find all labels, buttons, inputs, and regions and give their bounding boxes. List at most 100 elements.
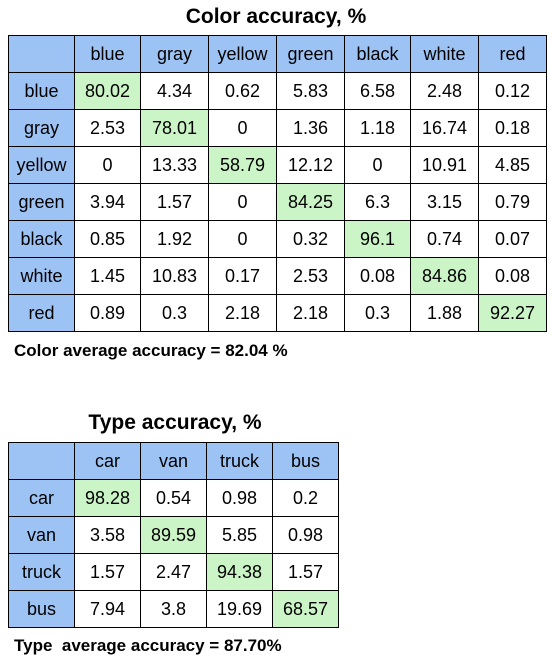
color-value-cell: 10.83	[140, 257, 209, 295]
color-value-cell: 6.3	[344, 183, 411, 221]
color-table-row: blue 80.02 4.34 0.62 5.83 6.58 2.48 0.12	[8, 72, 547, 110]
color-table-row: red 0.89 0.3 2.18 2.18 0.3 1.88 92.27	[8, 294, 547, 332]
type-diagonal-cell: 68.57	[272, 590, 339, 628]
color-value-cell: 0.07	[478, 220, 547, 258]
color-value-cell: 0	[208, 220, 277, 258]
color-value-cell: 0.32	[276, 220, 345, 258]
color-row-header: black	[8, 220, 75, 258]
type-value-cell: 2.47	[140, 553, 207, 591]
color-value-cell: 0	[74, 146, 141, 184]
color-diagonal-cell: 80.02	[74, 72, 141, 110]
color-corner-cell	[8, 35, 75, 73]
color-value-cell: 1.92	[140, 220, 209, 258]
type-diagonal-cell: 94.38	[206, 553, 273, 591]
type-column-header: bus	[272, 442, 339, 480]
color-value-cell: 16.74	[410, 109, 479, 147]
type-column-header: car	[74, 442, 141, 480]
color-value-cell: 0.62	[208, 72, 277, 110]
color-column-header: red	[478, 35, 547, 73]
color-column-header: blue	[74, 35, 141, 73]
color-table-row: white 1.45 10.83 0.17 2.53 0.08 84.86 0.08	[8, 257, 547, 295]
color-diagonal-cell: 84.86	[410, 257, 479, 295]
color-column-header: yellow	[208, 35, 277, 73]
color-diagonal-cell: 84.25	[276, 183, 345, 221]
color-row-header: gray	[8, 109, 75, 147]
color-value-cell: 3.15	[410, 183, 479, 221]
color-diagonal-cell: 92.27	[478, 294, 547, 332]
type-row-header: bus	[8, 590, 75, 628]
type-column-header: van	[140, 442, 207, 480]
color-header-row: blue gray yellow green black white red	[8, 35, 547, 73]
color-value-cell: 0.3	[344, 294, 411, 332]
color-diagonal-cell: 78.01	[140, 109, 209, 147]
color-value-cell: 2.18	[276, 294, 345, 332]
color-value-cell: 0.74	[410, 220, 479, 258]
color-value-cell: 0.08	[478, 257, 547, 295]
type-value-cell: 0.98	[206, 479, 273, 517]
color-row-header: blue	[8, 72, 75, 110]
color-table-row: yellow 0 13.33 58.79 12.12 0 10.91 4.85	[8, 146, 547, 184]
color-value-cell: 3.94	[74, 183, 141, 221]
color-table-row: gray 2.53 78.01 0 1.36 1.18 16.74 0.18	[8, 109, 547, 147]
type-value-cell: 0.54	[140, 479, 207, 517]
color-value-cell: 0.79	[478, 183, 547, 221]
type-value-cell: 1.57	[74, 553, 141, 591]
type-value-cell: 5.85	[206, 516, 273, 554]
color-value-cell: 6.58	[344, 72, 411, 110]
color-value-cell: 2.18	[208, 294, 277, 332]
color-value-cell: 0	[208, 109, 277, 147]
type-row-header: car	[8, 479, 75, 517]
color-value-cell: 0.17	[208, 257, 277, 295]
color-column-header: white	[410, 35, 479, 73]
color-value-cell: 1.18	[344, 109, 411, 147]
color-value-cell: 5.83	[276, 72, 345, 110]
type-value-cell: 3.8	[140, 590, 207, 628]
type-diagonal-cell: 98.28	[74, 479, 141, 517]
color-table-title: Color accuracy, %	[185, 5, 367, 28]
color-value-cell: 0	[208, 183, 277, 221]
color-value-cell: 13.33	[140, 146, 209, 184]
type-value-cell: 0.98	[272, 516, 339, 554]
type-table-row: van 3.58 89.59 5.85 0.98	[8, 516, 339, 554]
type-confusion-table: car van truck bus car 98.28 0.54 0.98 0.2 van 3.58…	[8, 442, 339, 628]
color-row-header: yellow	[8, 146, 75, 184]
type-row-header: van	[8, 516, 75, 554]
color-value-cell: 0.3	[140, 294, 209, 332]
type-header-row: car van truck bus	[8, 442, 339, 480]
color-column-header: green	[276, 35, 345, 73]
type-table-title: Type accuracy, %	[88, 411, 262, 434]
type-table-row: bus 7.94 3.8 19.69 68.57	[8, 590, 339, 628]
color-value-cell: 2.53	[276, 257, 345, 295]
type-corner-cell	[8, 442, 75, 480]
color-value-cell: 0.89	[74, 294, 141, 332]
color-value-cell: 0.12	[478, 72, 547, 110]
color-value-cell: 4.85	[478, 146, 547, 184]
color-row-header: white	[8, 257, 75, 295]
color-table-row: green 3.94 1.57 0 84.25 6.3 3.15 0.79	[8, 183, 547, 221]
color-table-row: black 0.85 1.92 0 0.32 96.1 0.74 0.07	[8, 220, 547, 258]
color-value-cell: 1.88	[410, 294, 479, 332]
type-table-row: car 98.28 0.54 0.98 0.2	[8, 479, 339, 517]
color-row-header: red	[8, 294, 75, 332]
color-confusion-table: blue gray yellow green black white red blue 80.0…	[8, 35, 547, 332]
type-column-header: truck	[206, 442, 273, 480]
type-value-cell: 19.69	[206, 590, 273, 628]
color-value-cell: 1.36	[276, 109, 345, 147]
type-value-cell: 7.94	[74, 590, 141, 628]
color-value-cell: 2.53	[74, 109, 141, 147]
color-row-header: green	[8, 183, 75, 221]
color-average-accuracy: Color average accuracy = 82.04 %	[14, 341, 288, 360]
color-value-cell: 1.57	[140, 183, 209, 221]
color-value-cell: 4.34	[140, 72, 209, 110]
color-value-cell: 0.08	[344, 257, 411, 295]
type-row-header: truck	[8, 553, 75, 591]
color-diagonal-cell: 58.79	[208, 146, 277, 184]
color-value-cell: 0.85	[74, 220, 141, 258]
type-value-cell: 0.2	[272, 479, 339, 517]
color-value-cell: 10.91	[410, 146, 479, 184]
color-column-header: gray	[140, 35, 209, 73]
color-column-header: black	[344, 35, 411, 73]
color-value-cell: 2.48	[410, 72, 479, 110]
type-table-row: truck 1.57 2.47 94.38 1.57	[8, 553, 339, 591]
type-diagonal-cell: 89.59	[140, 516, 207, 554]
